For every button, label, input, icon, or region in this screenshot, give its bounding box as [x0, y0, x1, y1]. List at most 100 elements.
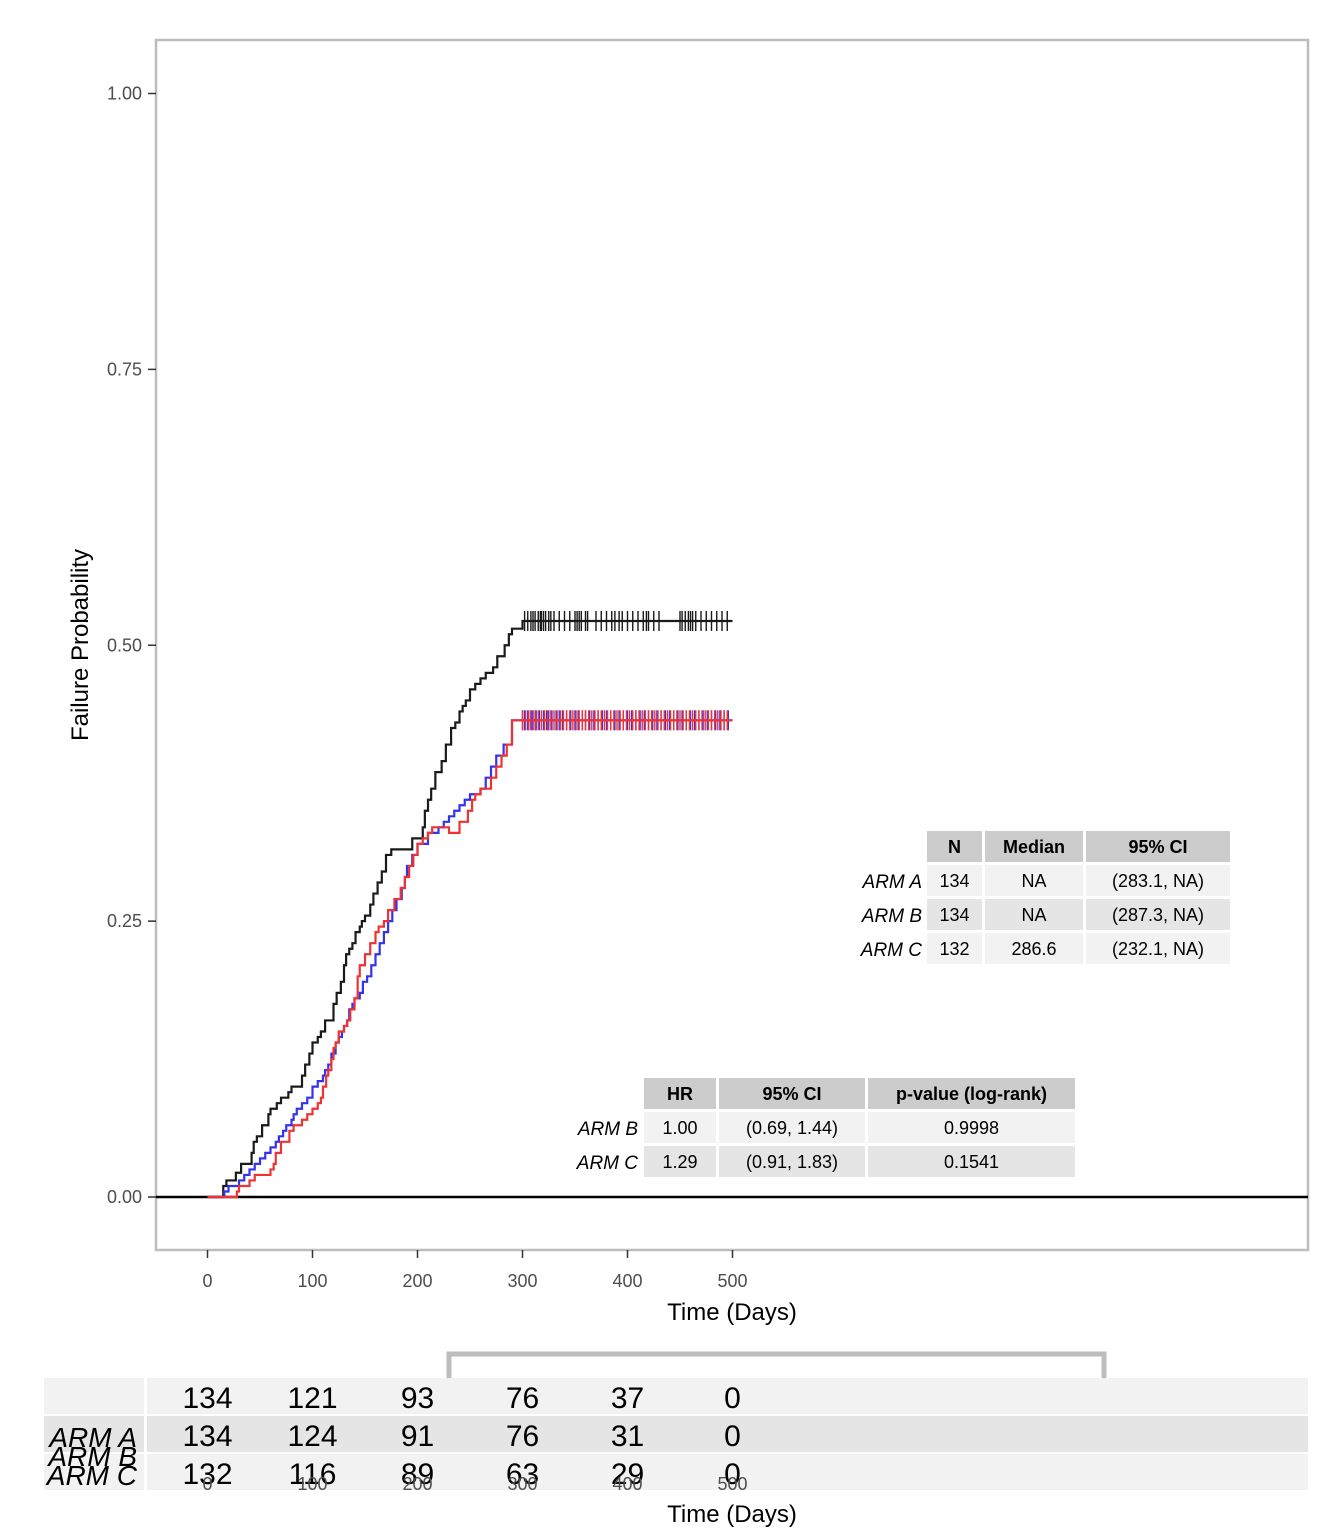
- risk-row-label: ARM C: [45, 1460, 138, 1491]
- risk-row: [147, 1416, 1308, 1452]
- risk-x-tick-label: 100: [297, 1474, 327, 1494]
- table-cell-text: 0.1541: [944, 1152, 999, 1172]
- table-cell: [985, 865, 1083, 896]
- table-cell-text: (283.1, NA): [1112, 871, 1204, 891]
- risk-count: 0: [724, 1382, 741, 1415]
- table-cell-text: (232.1, NA): [1112, 939, 1204, 959]
- risk-count: 134: [182, 1420, 232, 1453]
- risk-count: 63: [506, 1458, 539, 1491]
- table-cell-text: (0.91, 1.83): [746, 1152, 838, 1172]
- table-row-label: ARM B: [861, 906, 923, 927]
- risk-x-tick-label: 500: [717, 1474, 747, 1494]
- x-tick-label: 400: [612, 1271, 642, 1291]
- risk-count: 116: [289, 1458, 337, 1491]
- risk-count: 93: [401, 1382, 434, 1415]
- y-axis: 0.00 0.25 0.50 0.75 1.00: [107, 84, 156, 1207]
- x-tick-label: 200: [402, 1271, 432, 1291]
- table-header-text: N: [948, 837, 961, 857]
- table-cell-text: 132: [939, 939, 969, 959]
- risk-label-cell: [44, 1454, 144, 1490]
- x-tick-label: 0: [202, 1271, 212, 1291]
- table-header-text: HR: [667, 1084, 693, 1104]
- y-tick-label: 0.00: [107, 1187, 142, 1207]
- table-cell: [1086, 865, 1230, 896]
- risk-count: 29: [611, 1458, 644, 1491]
- table-header-cell: [868, 1078, 1075, 1109]
- plot-panel: [154, 38, 1310, 1252]
- y-tick-label: 0.50: [107, 635, 142, 655]
- x-axis: 0 100 200 300 400 500: [202, 1250, 748, 1291]
- risk-count: 134: [182, 1382, 232, 1415]
- table-header-cell: [985, 831, 1083, 862]
- y-tick-label: 0.25: [107, 911, 142, 931]
- table-cell: [868, 1146, 1075, 1177]
- risk-count: 76: [506, 1420, 539, 1453]
- table-cell: [927, 933, 982, 964]
- y-tick-label: 1.00: [107, 84, 142, 104]
- risk-x-axis-title: Time (Days): [667, 1501, 797, 1528]
- table-cell-text: 0.9998: [944, 1118, 999, 1138]
- risk-count: 89: [401, 1458, 434, 1491]
- risk-count: 31: [611, 1420, 644, 1453]
- risk-count: 76: [506, 1382, 539, 1415]
- x-tick-label: 500: [717, 1271, 747, 1291]
- table-row-label: ARM C: [860, 940, 923, 961]
- table-header-text: p-value (log-rank): [896, 1084, 1047, 1104]
- table-row-label: ARM C: [576, 1153, 639, 1174]
- table-cell: [985, 933, 1083, 964]
- y-axis-title: Failure Probability: [67, 549, 94, 741]
- table-row-label: ARM A: [862, 872, 922, 893]
- table-cell: [644, 1112, 716, 1143]
- risk-x-tick-label: 200: [402, 1474, 432, 1494]
- table-cell: [719, 1146, 865, 1177]
- table-cell-text: 286.6: [1011, 939, 1056, 959]
- risk-row-label: ARM A: [47, 1422, 137, 1453]
- x-axis-title: Time (Days): [667, 1299, 797, 1326]
- x-tick-label: 300: [507, 1271, 537, 1291]
- series-line-arm-a: [207, 619, 733, 1199]
- risk-x-tick-label: 400: [612, 1474, 642, 1494]
- risk-label-cell: [44, 1378, 144, 1414]
- table-cell-text: (0.69, 1.44): [746, 1118, 838, 1138]
- risk-count: 0: [724, 1420, 741, 1453]
- table-header-cell: [1086, 831, 1230, 862]
- risk-count: 0: [724, 1458, 741, 1491]
- table-header-cell: [927, 831, 982, 862]
- table-cell-text: 134: [939, 871, 969, 891]
- series-line-arm-c: [207, 719, 733, 1199]
- hazard-ratio-table: HR 95% CI p-value (log-rank) ARM B 1.00 (0.69…: [576, 1078, 1075, 1177]
- table-cell: [644, 1146, 716, 1177]
- risk-count: 121: [287, 1382, 337, 1415]
- risk-x-tick-label: 0: [202, 1474, 212, 1494]
- table-cell: [927, 899, 982, 930]
- table-cell: [985, 899, 1083, 930]
- table-cell: [1086, 899, 1230, 930]
- risk-count: 91: [401, 1420, 434, 1453]
- table-cell-text: (287.3, NA): [1112, 905, 1204, 925]
- risk-count: 124: [287, 1420, 337, 1453]
- risk-x-tick-label: 300: [507, 1474, 537, 1494]
- table-cell: [868, 1112, 1075, 1143]
- series-line-arm-b: [207, 719, 733, 1199]
- risk-count: 37: [611, 1382, 644, 1415]
- table-cell: [927, 865, 982, 896]
- x-tick-label: 100: [297, 1271, 327, 1291]
- table-cell-text: NA: [1021, 871, 1046, 891]
- risk-row-label: ARM B: [46, 1441, 137, 1472]
- table-cell-text: NA: [1021, 905, 1046, 925]
- table-row-label: ARM B: [577, 1119, 639, 1140]
- y-tick-label: 0.75: [107, 359, 142, 379]
- table-cell: [719, 1112, 865, 1143]
- table-cell-text: 1.29: [662, 1152, 697, 1172]
- table-header-text: 95% CI: [762, 1084, 821, 1104]
- series-group: [207, 610, 733, 1199]
- table-header-text: 95% CI: [1128, 837, 1187, 857]
- inset-tables: N Median 95% CI ARM A 134 NA (283.1, NA) ARM B 1…: [576, 831, 1230, 1177]
- table-header-cell: [719, 1078, 865, 1109]
- summary-table: N Median 95% CI ARM A 134 NA (283.1, NA) ARM B 1…: [860, 831, 1230, 964]
- risk-row: [147, 1378, 1308, 1414]
- table-cell-text: 1.00: [662, 1118, 697, 1138]
- risk-row: [147, 1454, 1308, 1490]
